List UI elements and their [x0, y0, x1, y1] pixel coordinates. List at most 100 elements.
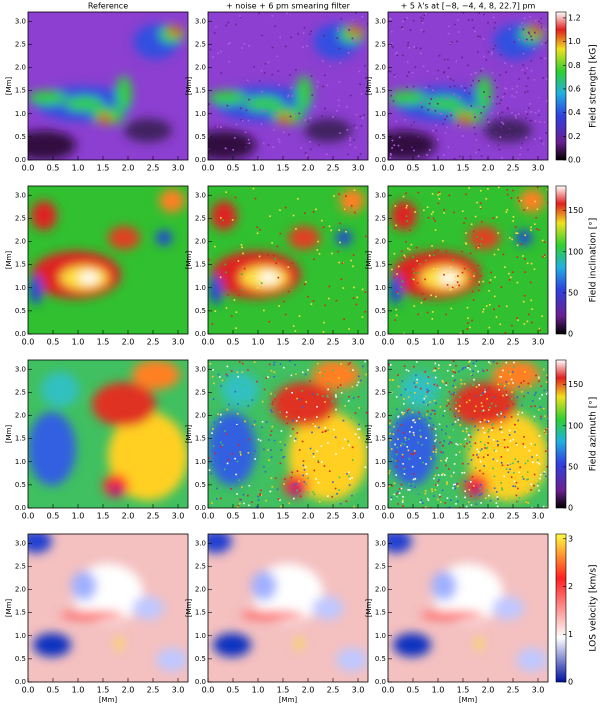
noise	[271, 411, 273, 413]
noise	[413, 450, 416, 452]
noise	[487, 368, 490, 370]
noise	[390, 18, 392, 20]
map-blob	[291, 485, 301, 495]
noise	[339, 205, 341, 208]
noise	[390, 154, 392, 156]
noise	[297, 32, 300, 35]
noise	[537, 477, 539, 479]
noise	[467, 317, 469, 320]
noise	[420, 16, 422, 19]
noise	[398, 407, 401, 410]
noise	[260, 282, 263, 284]
noise	[324, 426, 326, 429]
y-tick-label: 0.5	[195, 481, 206, 489]
noise	[402, 505, 404, 507]
noise	[389, 364, 392, 366]
map-blob	[132, 596, 164, 620]
noise	[360, 93, 363, 95]
noise	[437, 367, 440, 370]
noise	[400, 432, 403, 435]
map-blob	[392, 633, 432, 657]
y-tick-label: 0.0	[195, 330, 206, 338]
noise	[244, 131, 247, 134]
noise	[458, 126, 461, 128]
noise	[516, 500, 518, 503]
noise	[432, 457, 435, 460]
noise	[304, 418, 306, 421]
y-axis-label: [Mm]	[365, 599, 373, 618]
noise	[226, 462, 229, 465]
noise	[495, 316, 498, 318]
noise	[530, 230, 533, 233]
noise	[500, 412, 503, 415]
noise	[459, 424, 462, 426]
panel-frame	[207, 533, 369, 683]
noise	[316, 405, 318, 408]
noise	[492, 423, 494, 425]
noise	[492, 217, 495, 219]
noise	[338, 47, 341, 50]
noise	[436, 484, 439, 487]
noise	[516, 244, 519, 247]
noise	[483, 106, 485, 108]
noise	[487, 494, 490, 497]
noise	[429, 419, 431, 422]
noise	[344, 438, 346, 441]
colorbar-tick-label: 3	[568, 534, 573, 543]
noise	[355, 303, 358, 306]
noise	[230, 487, 232, 490]
noise	[462, 12, 465, 14]
noise	[290, 196, 292, 198]
noise	[395, 396, 398, 398]
noise	[219, 446, 222, 448]
noise	[302, 46, 304, 48]
noise	[271, 425, 274, 428]
noise	[525, 110, 527, 113]
noise	[488, 290, 490, 292]
noise	[260, 212, 263, 214]
noise	[436, 77, 439, 80]
noise	[479, 275, 482, 277]
noise	[483, 13, 485, 16]
noise	[489, 446, 492, 449]
noise	[537, 459, 539, 461]
noise	[534, 443, 536, 446]
noise	[391, 364, 394, 367]
noise	[448, 468, 450, 470]
noise	[309, 380, 311, 382]
noise	[510, 476, 513, 478]
noise	[239, 15, 241, 18]
y-tick-label: 0.5	[195, 133, 206, 141]
noise	[456, 281, 459, 283]
map-image	[28, 186, 188, 334]
noise	[480, 493, 483, 495]
noise	[388, 485, 390, 488]
y-tick-label: 0.0	[375, 678, 386, 686]
noise	[512, 485, 514, 487]
noise	[474, 133, 477, 135]
noise	[497, 493, 499, 495]
noise	[273, 364, 275, 366]
noise	[496, 86, 498, 89]
noise	[470, 481, 472, 483]
noise	[530, 120, 532, 122]
noise	[533, 138, 536, 141]
x-tick-label: 2.5	[507, 686, 520, 695]
x-tick-label: 0.5	[227, 338, 240, 347]
noise	[517, 113, 520, 115]
noise	[301, 398, 303, 400]
map-blobs	[388, 360, 548, 501]
noise	[470, 84, 472, 87]
noise	[519, 153, 521, 156]
noise	[519, 26, 521, 28]
noise	[444, 192, 446, 194]
noise	[437, 474, 440, 476]
noise	[282, 463, 285, 466]
noise	[495, 491, 498, 493]
noise	[529, 119, 531, 122]
noise	[407, 370, 410, 372]
noise	[242, 493, 245, 496]
noise	[335, 299, 338, 302]
noise	[389, 152, 392, 155]
noise	[478, 494, 481, 497]
